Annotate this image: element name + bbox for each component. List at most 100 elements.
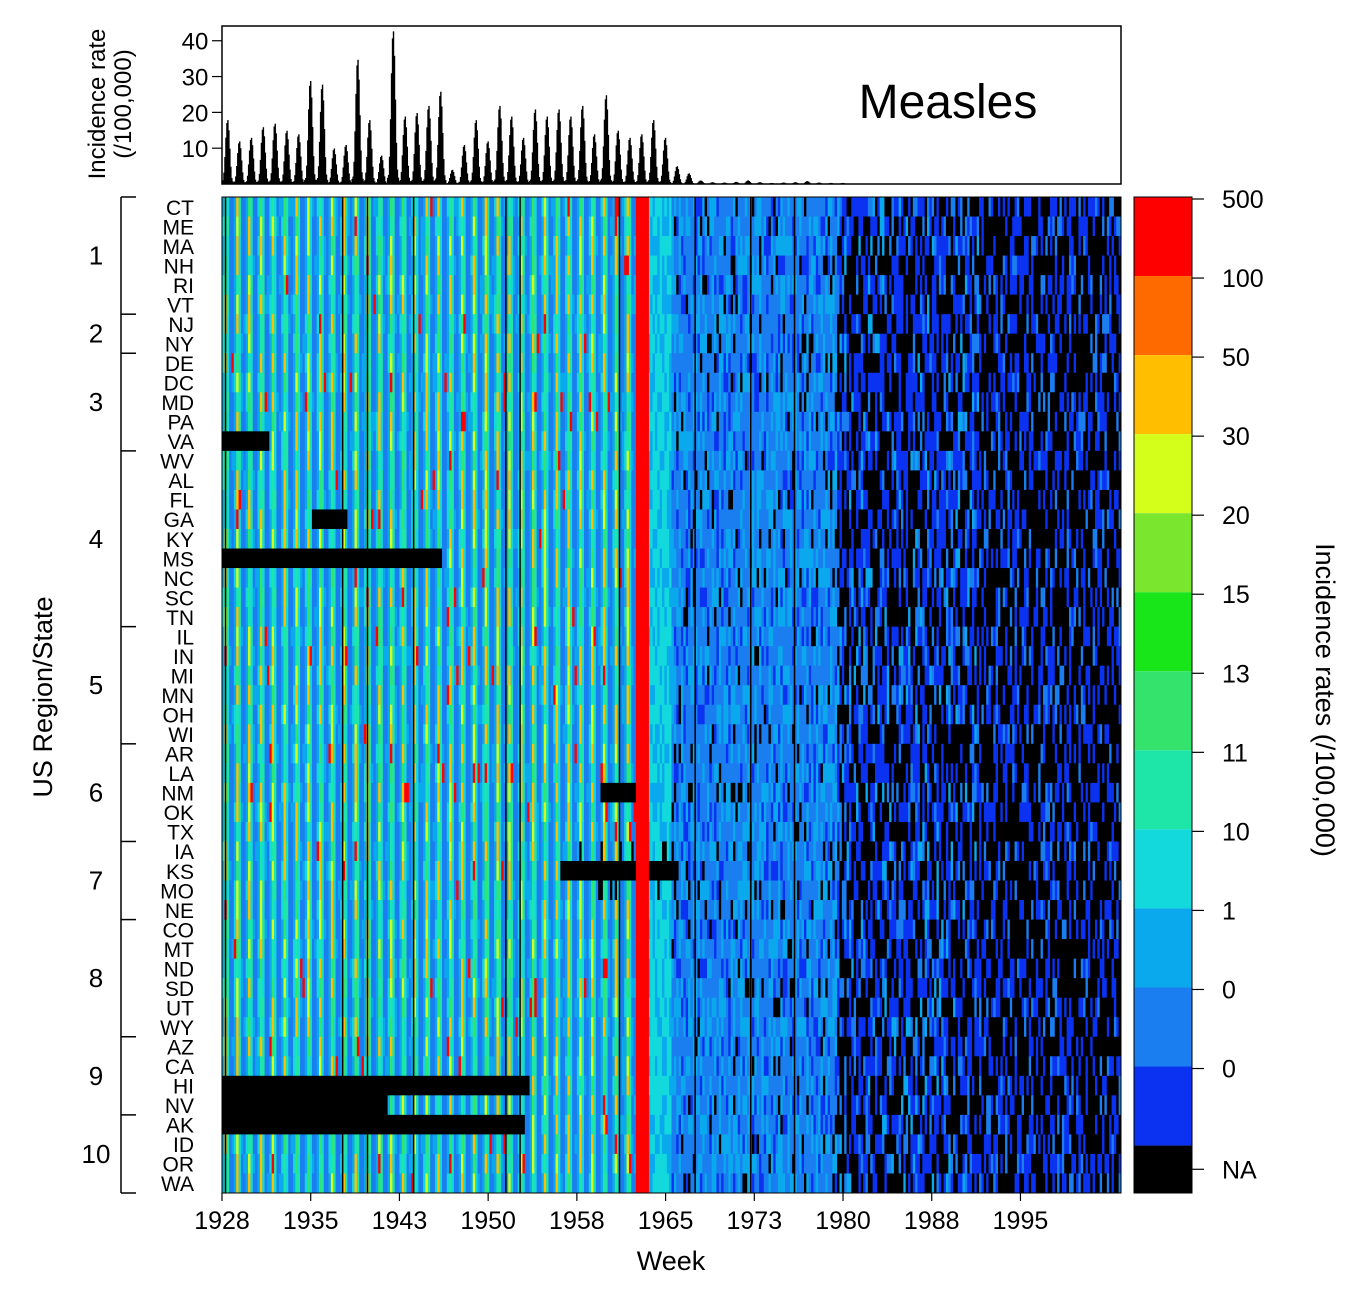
heatmap-cell — [522, 197, 526, 218]
heatmap-cell — [567, 197, 571, 218]
heatmap-cell — [423, 353, 427, 374]
heatmap-cell — [337, 314, 341, 335]
heatmap-cell — [496, 255, 500, 276]
heatmap-cell — [628, 314, 632, 335]
heatmap-cell — [872, 353, 876, 374]
heatmap-cell — [347, 392, 351, 413]
heatmap-cell — [1000, 294, 1004, 315]
heatmap-cell — [1109, 216, 1113, 237]
heatmap-cell — [735, 275, 739, 296]
heatmap-cell — [704, 216, 708, 237]
heatmap-cell — [908, 197, 912, 218]
heatmap-cell — [678, 197, 682, 218]
heatmap-cell — [415, 255, 419, 276]
heatmap-cell — [1038, 294, 1042, 315]
heatmap-cell — [226, 275, 230, 296]
heatmap-cell — [619, 392, 623, 413]
heatmap-cell — [352, 314, 356, 335]
heatmap-cell — [477, 353, 481, 374]
heatmap-cell — [794, 255, 798, 276]
heatmap-cell — [411, 353, 415, 374]
heatmap-cell — [553, 392, 557, 413]
heatmap-cell — [912, 275, 916, 296]
heatmap-cell — [352, 353, 356, 374]
heatmap-cell — [967, 372, 971, 393]
heatmap-cell — [394, 255, 398, 276]
heatmap-cell — [747, 333, 751, 354]
heatmap-cell — [297, 255, 301, 276]
heatmap-cell — [326, 275, 330, 296]
heatmap-cell — [281, 372, 285, 393]
heatmap-cell — [309, 372, 313, 393]
heatmap-cell — [1085, 255, 1089, 276]
heatmap-cell — [593, 372, 597, 393]
heatmap-cell — [1052, 216, 1056, 237]
heatmap-cell — [1059, 216, 1063, 237]
heatmap-cell — [1090, 333, 1094, 354]
heatmap-cell — [827, 294, 831, 315]
heatmap-cell — [588, 216, 592, 237]
heatmap-cell — [475, 372, 479, 393]
heatmap-cell — [389, 333, 393, 354]
heatmap-cell — [250, 372, 254, 393]
heatmap-cell — [371, 255, 375, 276]
heatmap-cell — [1000, 275, 1004, 296]
heatmap-cell — [567, 353, 571, 374]
heatmap-cell — [543, 255, 547, 276]
heatmap-cell — [617, 372, 621, 393]
heatmap-cell — [789, 197, 793, 218]
heatmap-cell — [328, 294, 332, 315]
heatmap-cell — [891, 236, 895, 257]
heatmap-cell — [716, 333, 720, 354]
heatmap-cell — [948, 216, 952, 237]
heatmap-cell — [751, 392, 755, 413]
heatmap-cell — [1021, 372, 1025, 393]
heatmap-cell — [1073, 236, 1077, 257]
heatmap-cell — [389, 353, 393, 374]
heatmap-cell — [1031, 236, 1035, 257]
heatmap-cell — [893, 333, 897, 354]
heatmap-cell — [420, 314, 424, 335]
heatmap-cell — [979, 353, 983, 374]
heatmap-cell — [787, 314, 791, 335]
heatmap-cell — [910, 392, 914, 413]
heatmap-cell — [851, 392, 855, 413]
heatmap-cell — [662, 255, 666, 276]
heatmap-cell — [834, 392, 838, 413]
heatmap-cell — [858, 392, 862, 413]
heatmap-cell — [619, 372, 623, 393]
heatmap-cell — [706, 255, 710, 276]
heatmap-cell — [964, 197, 968, 218]
heatmap-cell — [335, 255, 339, 276]
heatmap-cell — [919, 333, 923, 354]
heatmap-cell — [827, 353, 831, 374]
heatmap-cell — [562, 294, 566, 315]
heatmap-cell — [226, 197, 230, 218]
heatmap-cell — [685, 294, 689, 315]
heatmap-cell — [527, 353, 531, 374]
heatmap-cell — [808, 392, 812, 413]
heatmap-cell — [598, 392, 602, 413]
heatmap-cell — [512, 255, 516, 276]
heatmap-cell — [740, 275, 744, 296]
heatmap-cell — [257, 197, 261, 218]
heatmap-cell — [853, 314, 857, 335]
heatmap-cell — [1028, 216, 1032, 237]
heatmap-cell — [955, 216, 959, 237]
heatmap-cell — [399, 197, 403, 218]
heatmap-cell — [520, 236, 524, 257]
heatmap-cell — [822, 236, 826, 257]
heatmap-cell — [510, 216, 514, 237]
heatmap-cell — [718, 216, 722, 237]
heatmap-cell — [886, 197, 890, 218]
heatmap-cell — [609, 236, 613, 257]
heatmap-cell — [472, 372, 476, 393]
heatmap-cell — [330, 392, 334, 413]
heatmap-cell — [827, 255, 831, 276]
heatmap-cell — [415, 333, 419, 354]
heatmap-cell — [877, 353, 881, 374]
heatmap-cell — [669, 236, 673, 257]
heatmap-cell — [671, 314, 675, 335]
heatmap-cell — [692, 216, 696, 237]
heatmap-cell — [354, 294, 358, 315]
